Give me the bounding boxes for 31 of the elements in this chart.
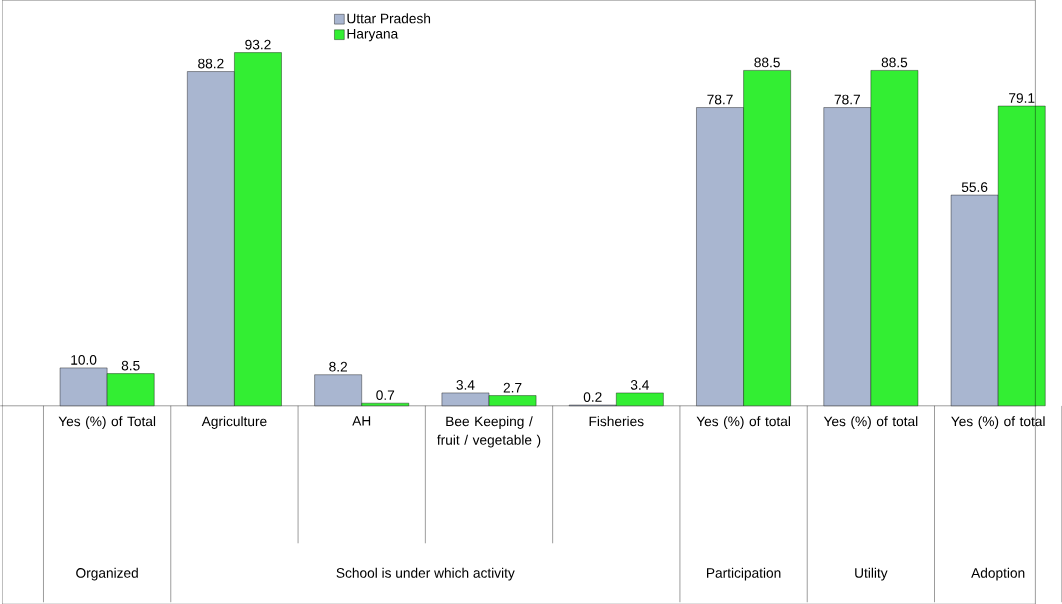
data-label: 10.0 (71, 354, 97, 365)
data-label: 8.2 (329, 361, 347, 372)
text: Organized (76, 567, 138, 581)
data-label: 88.2 (198, 58, 224, 69)
legend-label: Uttar Pradesh (347, 13, 431, 24)
x-tick-label: Yes (%) of total (951, 415, 1045, 429)
text: Adoption (971, 567, 1025, 581)
text: Utility (855, 567, 888, 581)
data-label: 55.6 (961, 182, 988, 192)
data-label: 0.2 (583, 392, 602, 402)
data-label: 79.1 (1009, 92, 1035, 103)
data-label: 2.7 (503, 382, 522, 393)
x-tick-label: Fisheries (589, 415, 644, 426)
data-label: 3.4 (630, 379, 649, 390)
x-tick-label: Bee Keeping / fruit / vegetable ) (437, 415, 541, 448)
x-tick-label: AH (352, 415, 371, 426)
x-tick-label: Yes (%) of Total (58, 415, 156, 429)
data-label: 8.5 (121, 360, 140, 371)
data-label: 88.5 (881, 57, 908, 68)
text: Participation (707, 567, 781, 581)
x-tick-label: Yes (%) of total (823, 415, 918, 429)
data-label: 0.7 (376, 390, 395, 400)
legend-label: Haryana (347, 28, 399, 42)
x-tick-label: Agriculture (201, 415, 267, 429)
data-label: 93.2 (245, 39, 271, 50)
data-label: 88.5 (754, 57, 780, 68)
x-tick-label: Yes (%) of total (696, 415, 790, 429)
data-label: 78.7 (707, 94, 733, 105)
data-label: 78.7 (834, 94, 860, 105)
text: School is under which activity (336, 567, 515, 581)
data-label: 3.4 (456, 379, 475, 390)
